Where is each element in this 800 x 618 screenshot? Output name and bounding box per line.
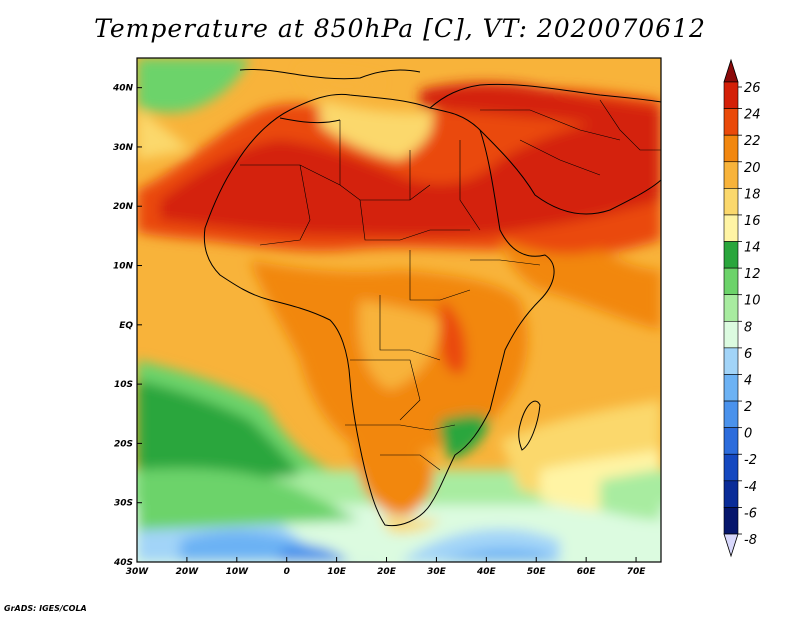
longitude-axis: 30W 20W 10W 0 10E 20E 30E 40E 50E 60E 70E bbox=[126, 557, 646, 577]
colorbar-label: 14 bbox=[744, 241, 761, 256]
colorbar-swatch bbox=[723, 400, 739, 428]
colorbar-label: 26 bbox=[744, 81, 761, 96]
colorbar-label: -6 bbox=[744, 506, 757, 521]
colorbar-swatch bbox=[723, 161, 739, 189]
map-frame bbox=[136, 57, 662, 563]
colorbar-swatch bbox=[723, 81, 739, 109]
colorbar-swatch bbox=[723, 427, 739, 455]
colorbar-label: 4 bbox=[744, 373, 752, 388]
colorbar-swatch bbox=[723, 453, 739, 482]
colorbar-label: -4 bbox=[744, 480, 757, 495]
lon-tick-label: 20E bbox=[377, 567, 397, 577]
lat-tick-label: 20N bbox=[113, 202, 134, 212]
colorbar-swatch bbox=[723, 374, 739, 402]
colorbar-swatch bbox=[723, 507, 739, 535]
lon-tick-label: 10E bbox=[327, 567, 347, 577]
country-borders bbox=[240, 99, 661, 471]
colorbar-swatch bbox=[723, 320, 739, 349]
lon-tick-label: 50E bbox=[527, 567, 547, 577]
colorbar-swatch bbox=[723, 347, 739, 375]
colorbar-top-arrow bbox=[723, 58, 739, 83]
lon-tick-label: 30W bbox=[126, 567, 150, 577]
lon-tick-label: 40E bbox=[476, 567, 497, 577]
lon-tick-label: 60E bbox=[577, 567, 597, 577]
colorbar-swatch bbox=[723, 134, 739, 163]
lat-tick-label: 10S bbox=[114, 380, 133, 390]
colorbar-bottom-arrow bbox=[723, 533, 739, 558]
colorbar-label: 16 bbox=[744, 214, 761, 229]
lon-tick-label: 20W bbox=[176, 567, 200, 577]
lon-tick-label: 10W bbox=[226, 567, 250, 577]
colorbar-swatch bbox=[723, 480, 739, 508]
colorbar-label: 22 bbox=[744, 134, 761, 149]
lat-tick-label: 20S bbox=[114, 439, 133, 449]
chart-title: Temperature at 850hPa [C], VT: 202007061… bbox=[94, 14, 706, 43]
lat-tick-label: 10N bbox=[113, 262, 134, 272]
lat-tick-label: 30N bbox=[113, 143, 134, 153]
grads-credit: GrADS: IGES/COLA bbox=[4, 604, 87, 613]
temperature-field bbox=[137, 58, 661, 562]
lat-tick-label: 40S bbox=[113, 558, 133, 568]
colorbar-swatch bbox=[723, 294, 739, 322]
colorbar-label: -8 bbox=[744, 533, 757, 548]
colorbar-label: 8 bbox=[744, 320, 752, 335]
lon-tick-label: 0 bbox=[284, 567, 290, 577]
lat-tick-label: 40N bbox=[112, 84, 134, 94]
colorbar-label: 12 bbox=[744, 267, 761, 282]
africa-coastline bbox=[203, 69, 661, 527]
lat-tick-label: EQ bbox=[119, 321, 133, 331]
colorbar-label: 20 bbox=[744, 161, 761, 176]
colorbar-label: 18 bbox=[744, 187, 761, 202]
colorbar-swatch bbox=[723, 241, 739, 269]
lon-tick-label: 70E bbox=[627, 567, 647, 577]
colorbar-label: 2 bbox=[744, 400, 752, 415]
lon-tick-label: 30E bbox=[427, 567, 447, 577]
colorbar-swatch bbox=[723, 108, 739, 136]
colorbar-swatch bbox=[723, 214, 739, 242]
colorbar-label: -2 bbox=[744, 453, 757, 468]
colorbar-label: 24 bbox=[744, 108, 761, 123]
colorbar-label: 0 bbox=[744, 427, 752, 442]
colorbar-label: 6 bbox=[744, 347, 752, 362]
lat-tick-label: 30S bbox=[114, 499, 133, 509]
colorbar-swatch bbox=[723, 188, 739, 216]
colorbar-swatch bbox=[723, 267, 739, 296]
colorbar-label: 10 bbox=[744, 294, 761, 309]
latitude-axis: 40N 30N 20N 10N EQ 10S 20S 30S 40S bbox=[112, 84, 142, 568]
